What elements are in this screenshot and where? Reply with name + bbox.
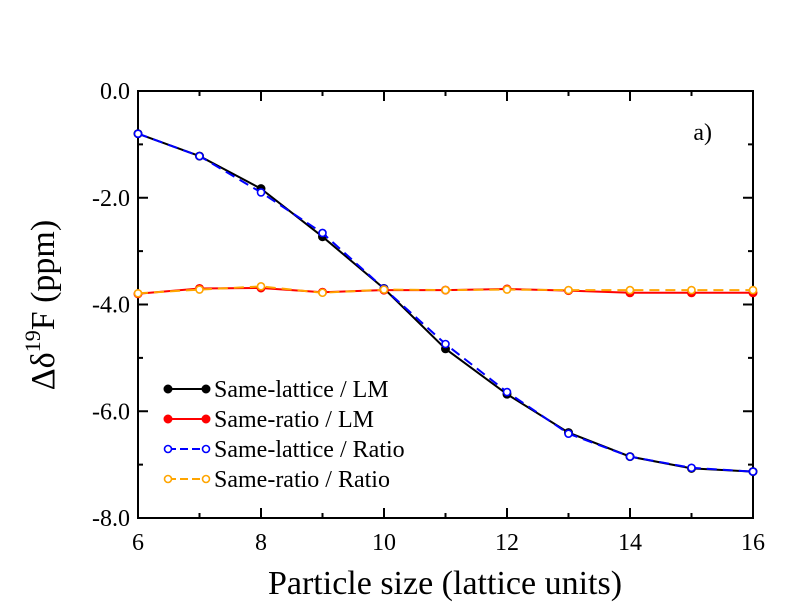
- y-tick-label: -4.0: [92, 293, 130, 319]
- data-point: [564, 429, 573, 438]
- series-layer: [133, 129, 758, 477]
- legend-label: Same-ratio / Ratio: [214, 467, 390, 493]
- y-tick-label: -2.0: [92, 186, 130, 212]
- x-tick-label: 6: [132, 530, 144, 556]
- legend-label: Same-ratio / LM: [214, 407, 374, 433]
- data-point: [625, 285, 635, 295]
- data-point: [502, 285, 512, 294]
- data-point: [441, 285, 450, 295]
- data-point: [379, 285, 389, 294]
- data-point: [687, 463, 696, 473]
- y-axis-title-suffix: F (ppm): [25, 220, 62, 331]
- x-tick-label: 8: [255, 530, 267, 556]
- y-axis-title-prefix: Δδ: [25, 352, 62, 390]
- y-axis-title: Δδ19F (ppm): [20, 220, 62, 390]
- legend-item: Same-ratio / Ratio: [163, 467, 390, 493]
- data-point: [687, 285, 696, 295]
- legend-swatch-marker: [201, 444, 211, 454]
- x-tick-label: 12: [495, 530, 519, 556]
- x-tick-label: 16: [741, 530, 765, 556]
- data-point: [256, 282, 266, 291]
- data-point: [748, 285, 758, 295]
- y-tick-label: -8.0: [92, 506, 130, 532]
- legend-swatch-marker: [163, 474, 173, 484]
- y-axis-title-superscript: 19: [20, 330, 45, 352]
- data-point: [748, 467, 758, 476]
- legend-swatch-marker: [201, 414, 211, 424]
- axis-ticks: 6 8 10 12 14 16 0.0 -2.0 -4.0 -6.0 -8.0: [92, 79, 765, 556]
- data-point: [256, 188, 266, 197]
- data-point: [133, 288, 143, 298]
- data-point: [195, 285, 204, 294]
- data-point: [502, 387, 512, 397]
- series-3: [133, 282, 758, 298]
- data-point: [625, 452, 635, 461]
- panel-label: a): [693, 120, 712, 146]
- legend-swatch-marker: [201, 474, 211, 484]
- y-tick-label: -6.0: [92, 399, 130, 425]
- legend-label: Same-lattice / LM: [214, 377, 389, 403]
- legend-swatch-marker: [163, 384, 173, 394]
- legend-swatch-marker: [201, 384, 211, 394]
- legend-item: Same-lattice / Ratio: [163, 437, 405, 463]
- legend-swatch-marker: [163, 444, 173, 454]
- x-tick-label: 10: [372, 530, 396, 556]
- x-axis-title: Particle size (lattice units): [268, 565, 622, 602]
- data-point: [318, 228, 327, 238]
- data-point: [441, 339, 450, 349]
- legend: Same-lattice / LM Same-ratio / LM Same-lat…: [163, 377, 405, 493]
- legend-swatch-marker: [163, 414, 173, 424]
- y-tick-label: 0.0: [100, 79, 130, 105]
- legend-item: Same-lattice / LM: [163, 377, 389, 403]
- legend-label: Same-lattice / Ratio: [214, 437, 405, 463]
- data-point: [195, 151, 204, 161]
- data-point: [133, 129, 143, 138]
- data-point: [564, 285, 573, 295]
- x-tick-label: 14: [618, 530, 642, 556]
- legend-item: Same-ratio / LM: [163, 407, 374, 433]
- data-point: [318, 288, 327, 298]
